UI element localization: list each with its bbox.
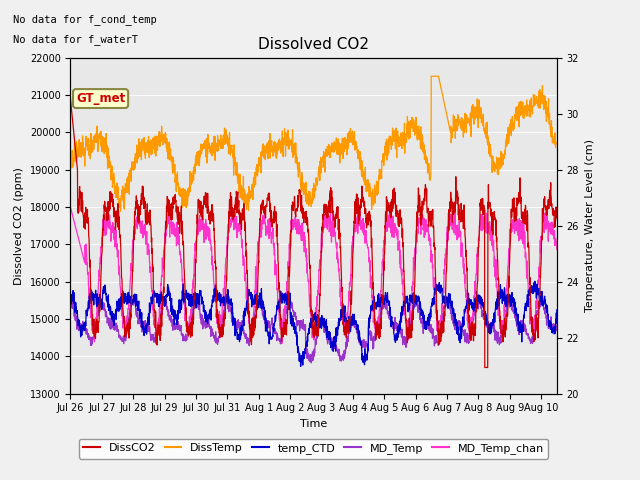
Y-axis label: Temperature, Water Level (cm): Temperature, Water Level (cm) xyxy=(584,139,595,312)
Text: GT_met: GT_met xyxy=(76,92,125,105)
Y-axis label: Dissolved CO2 (ppm): Dissolved CO2 (ppm) xyxy=(14,167,24,285)
Text: No data for f_cond_temp: No data for f_cond_temp xyxy=(13,14,157,25)
X-axis label: Time: Time xyxy=(300,419,327,429)
Title: Dissolved CO2: Dissolved CO2 xyxy=(258,37,369,52)
Text: No data for f_waterT: No data for f_waterT xyxy=(13,34,138,45)
Legend: DissCO2, DissTemp, temp_CTD, MD_Temp, MD_Temp_chan: DissCO2, DissTemp, temp_CTD, MD_Temp, MD… xyxy=(79,439,548,458)
